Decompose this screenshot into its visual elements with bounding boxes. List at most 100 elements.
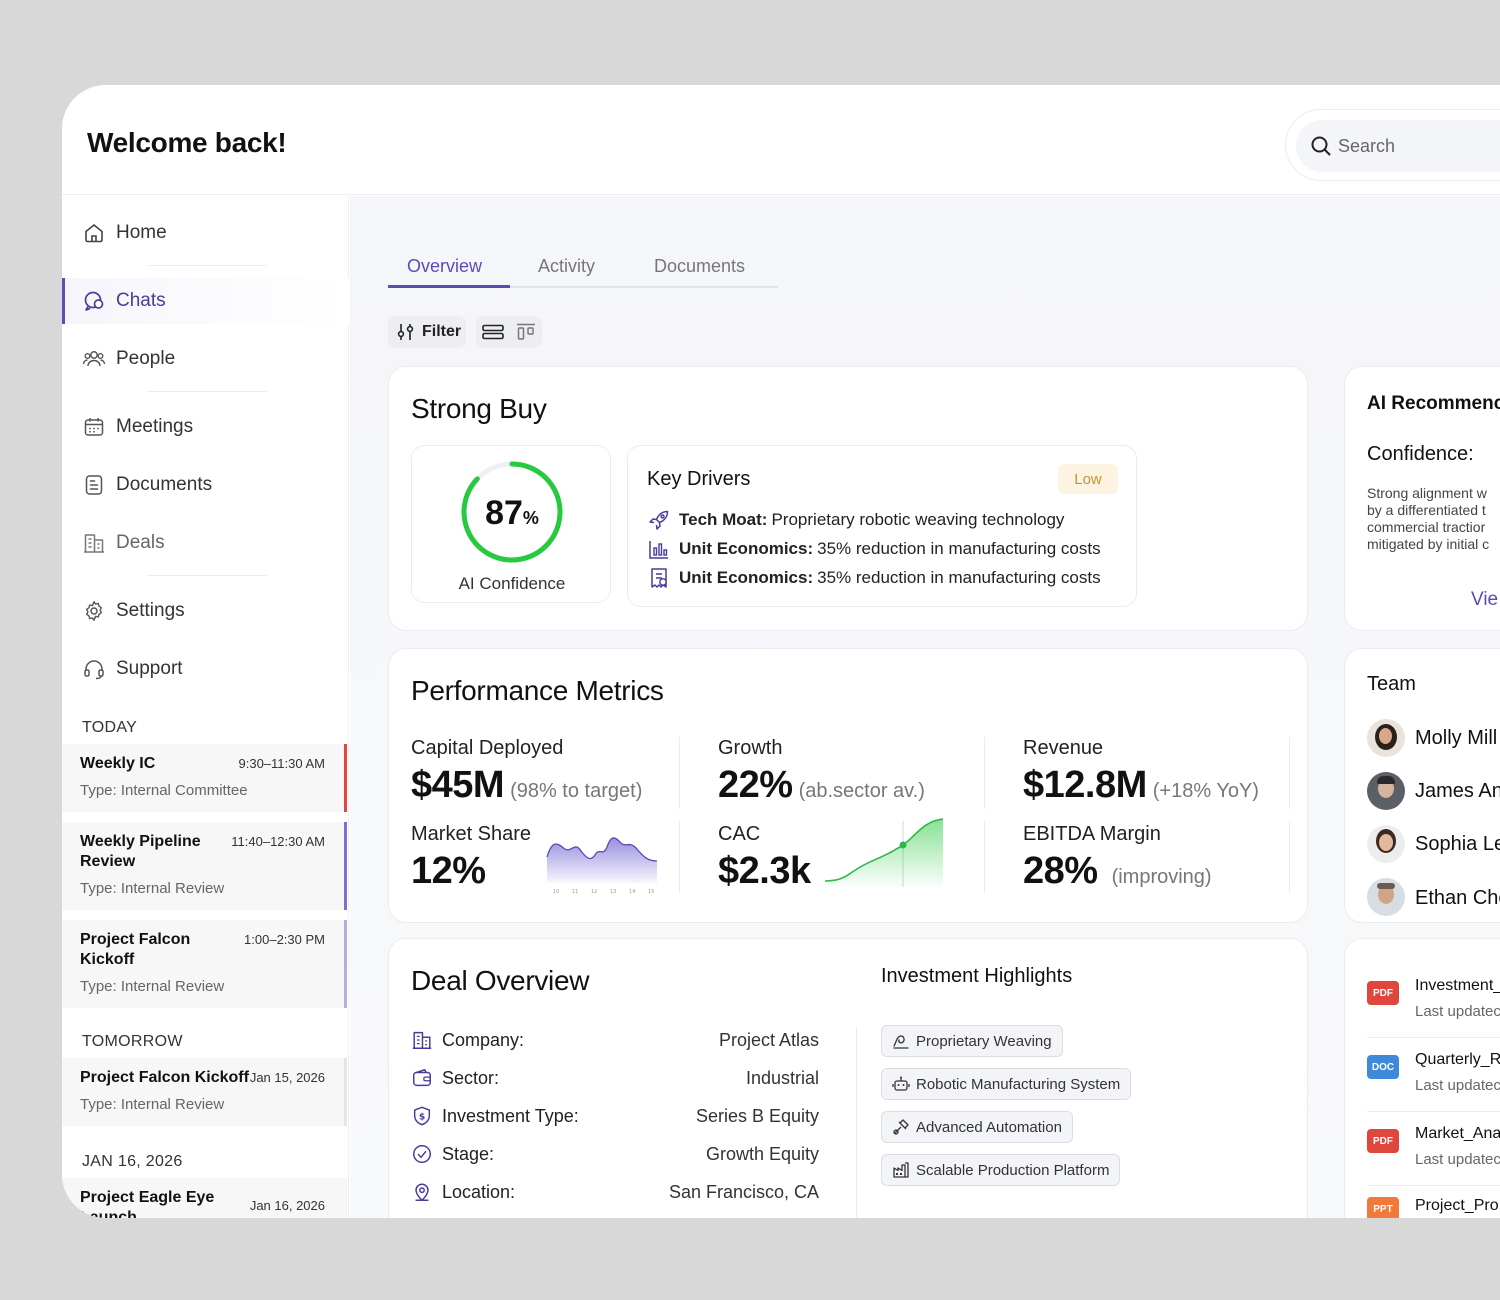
key-driver-item: Unit Economics: 35% reduction in manufac… [647,566,1101,590]
driver-text: 35% reduction in manufacturing costs [817,539,1101,558]
sparkline-tick: 13 [610,889,616,895]
confidence-box: 87% AI Confidence [411,445,611,603]
pdf-file-icon: PDF [1367,1129,1399,1153]
sidebar-item-documents[interactable]: Documents [62,462,349,508]
sparkline-line [546,837,658,862]
calendar-icon [82,415,106,439]
avatar [1367,719,1405,757]
page-title: Welcome back! [87,127,287,158]
metric-label: Growth [718,737,783,759]
doc-divider [1367,1037,1500,1038]
people-icon [82,347,106,371]
sidebar-item-deals[interactable]: Deals [62,520,349,566]
avatar [1367,825,1405,863]
list-view-icon[interactable] [476,316,509,348]
sparkline-tick: 10 [553,889,559,895]
metric-divider [1289,821,1290,893]
sidebar-item-chats[interactable]: Chats [62,278,349,324]
confidence-ring [461,461,563,563]
receipt-icon [647,566,671,590]
metric-value: $12.8M (+18% YoY) [1023,764,1259,807]
deal-row-sector: Sector: Industrial [411,1067,819,1089]
team-member[interactable]: Molly Mill [1367,719,1497,757]
metric-value: $2.3k [718,850,811,892]
search-input[interactable] [1338,133,1500,159]
event-title: Weekly Pipeline Review [80,833,201,870]
board-view-icon[interactable] [509,316,542,348]
shield-dollar-icon: $ [411,1105,433,1127]
metric-note: (improving) [1111,866,1212,888]
doc-divider [1367,1111,1500,1112]
metric-value: 12% [411,850,486,892]
metric-number: 22% [718,764,793,806]
event-type: Type: Internal Committee [80,782,248,799]
schedule-event[interactable]: Weekly IC 9:30–11:30 AM Type: Internal C… [62,744,347,812]
event-accent-bar [344,920,347,1008]
ai-rec-line: commercial tractior [1367,519,1486,535]
metric-divider [679,737,680,809]
sidebar-item-meetings[interactable]: Meetings [62,404,349,450]
confidence-unit: % [522,508,539,528]
event-accent-bar [344,744,347,812]
schedule-event[interactable]: Project Falcon Kickoff 1:00–2:30 PM Type… [62,920,347,1008]
team-member[interactable]: James An [1367,772,1500,810]
highlight-chip[interactable]: Robotic Manufacturing System [881,1068,1132,1100]
sparkline-line [824,818,944,882]
bar-chart-icon [647,537,671,561]
doc-file-icon: DOC [1367,1055,1399,1079]
deal-value: Series B Equity [695,1105,819,1126]
sidebar-item-settings[interactable]: Settings [62,588,349,634]
key-drivers-box: Key Drivers Low Tech Moat: Proprietary r… [627,445,1137,607]
ai-rec-title: AI Recommenc [1367,393,1500,414]
metric-label: EBITDA Margin [1023,823,1161,845]
event-title: Project Falcon Kickoff [80,931,191,968]
ai-rec-confidence-label: Confidence: [1367,443,1474,465]
schedule-event[interactable]: Weekly Pipeline Review 11:40–12:30 AM Ty… [62,822,347,910]
svg-text:$: $ [419,1112,425,1123]
member-name: Sophia Le [1415,832,1500,855]
team-member[interactable]: Sophia Le [1367,825,1500,863]
event-time: Jan 15, 2026 [249,1070,325,1085]
ai-rec-line: Strong alignment w [1367,485,1487,501]
cac-sparkline [824,818,944,887]
metric-divider [1289,737,1290,809]
confidence-value: 87% [412,494,612,533]
deal-value: San Francisco, CA [668,1181,819,1202]
highlight-chip[interactable]: Scalable Production Platform [881,1154,1121,1186]
document-updated: Last updatec [1415,1151,1500,1168]
event-type: Type: Internal Review [80,1096,225,1113]
deal-row-location: Location: San Francisco, CA [411,1181,819,1203]
event-title: Project Falcon Kickoff [80,1069,249,1086]
team-member[interactable]: Ethan Che [1367,878,1500,922]
tab-overview[interactable]: Overview [407,256,483,276]
ai-rec-line: by a differentiated t [1367,502,1486,518]
search-box[interactable] [1296,120,1500,172]
tab-documents[interactable]: Documents [654,256,746,276]
schedule-section-today: TODAY [82,719,138,736]
deal-divider [856,1027,857,1218]
tab-activity[interactable]: Activity [538,256,596,276]
highlight-chip[interactable]: Proprietary Weaving [881,1025,1063,1057]
deal-value: Growth Equity [705,1143,819,1164]
sidebar-item-label: Chats [116,290,166,311]
pdf-file-icon: PDF [1367,981,1399,1005]
doc-divider [1367,1185,1500,1186]
sidebar-item-people[interactable]: People [62,336,349,382]
rating-title: Strong Buy [411,393,547,424]
ai-recommendation-card: AI Recommenc Confidence: Strong alignmen… [1344,366,1500,631]
key-drivers-title: Key Drivers [647,468,751,490]
sidebar-item-support[interactable]: Support [62,646,349,692]
schedule-event[interactable]: Project Falcon Kickoff Jan 15, 2026 Type… [62,1058,347,1126]
filter-button[interactable]: Filter [388,316,466,348]
chat-icon [82,289,106,313]
document-updated: Last updatec [1415,1077,1500,1094]
schedule-section-tomorrow: TOMORROW [82,1033,183,1050]
deal-label: Sector: [442,1067,500,1088]
schedule-event[interactable]: Project Eagle Eye Launch Jan 16, 2026 [62,1178,347,1218]
sidebar: Home Chats People Meetings Documents Dea… [62,196,349,1218]
tab-bar: Overview Activity Documents [388,240,778,288]
highlight-chip[interactable]: Advanced Automation [881,1111,1073,1143]
sidebar-item-label: Support [116,658,183,679]
view-details-link[interactable]: Vie [1471,589,1499,610]
sidebar-item-home[interactable]: Home [62,210,349,256]
